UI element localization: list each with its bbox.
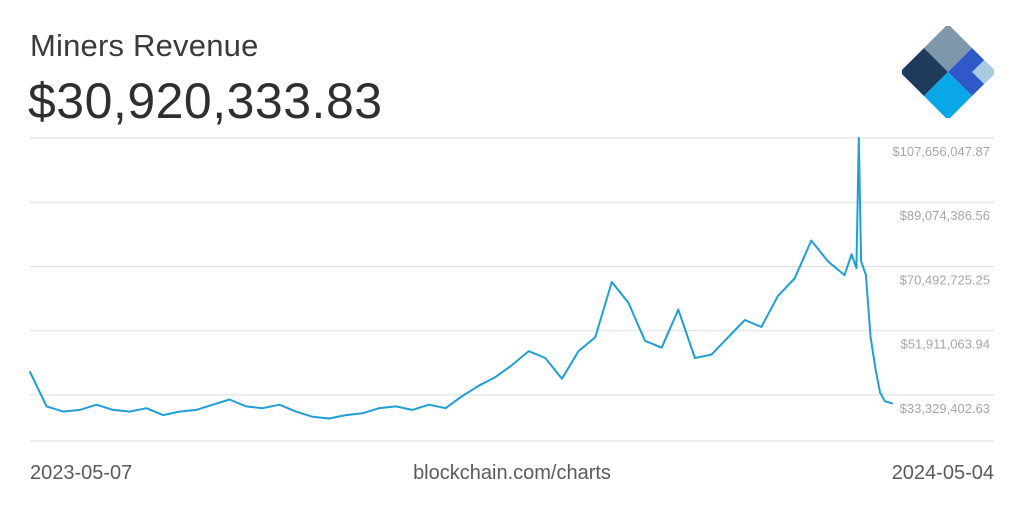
data-point [145, 407, 148, 409]
data-point [162, 414, 164, 416]
data-point [311, 416, 314, 418]
data-point [777, 295, 779, 297]
data-point [95, 403, 98, 406]
data-point [478, 384, 480, 387]
data-point [860, 260, 862, 263]
source-link[interactable]: blockchain.com/charts [413, 462, 611, 484]
data-point [195, 409, 198, 411]
data-point [627, 301, 630, 304]
data-point [793, 277, 796, 280]
data-point [178, 410, 181, 413]
data-point [857, 137, 860, 139]
data-point [394, 405, 397, 408]
data-point [378, 407, 380, 409]
current-value: $30,920,333.83 [28, 73, 383, 129]
data-point [810, 239, 813, 242]
data-point [644, 339, 646, 342]
y-tick-label: $89,074,386.56 [900, 208, 990, 223]
data-point [45, 405, 48, 408]
data-point [869, 336, 872, 339]
data-point [743, 319, 746, 321]
y-tick-label: $70,492,725.25 [900, 272, 990, 287]
data-point [850, 253, 853, 256]
y-tick-label: $33,329,402.63 [900, 401, 990, 416]
blockchain-logo-icon [902, 26, 994, 118]
data-point [128, 410, 131, 413]
data-point [694, 357, 696, 359]
data-point [577, 350, 580, 352]
data-point [610, 281, 613, 283]
data-point [544, 357, 547, 359]
data-point [727, 336, 729, 339]
data-point [594, 336, 596, 339]
logo-cell-top [923, 26, 973, 72]
grid-lines [30, 137, 994, 442]
data-point [660, 346, 663, 349]
data-point [884, 400, 886, 403]
data-point [62, 410, 65, 413]
data-point [444, 407, 447, 409]
logo-cell-bottom [923, 72, 973, 118]
data-point [212, 403, 214, 406]
data-point [112, 409, 114, 411]
data-point [228, 398, 231, 401]
data-point [29, 371, 31, 373]
data-point [411, 409, 414, 411]
data-point [345, 414, 347, 416]
data-point [295, 410, 297, 413]
data-point [874, 367, 877, 370]
y-tick-label: $51,911,063.94 [901, 337, 990, 352]
data-point [865, 274, 867, 276]
data-point [261, 407, 264, 409]
data-point [855, 267, 858, 269]
data-point [677, 308, 680, 311]
series-points [29, 137, 893, 420]
data-point [428, 403, 430, 406]
data-point [79, 409, 81, 411]
x-axis-end-label: 2024-05-04 [891, 462, 994, 484]
chart-title: Miners Revenue [30, 28, 259, 63]
x-axis-start-label: 2023-05-07 [30, 462, 133, 484]
data-point [527, 350, 530, 352]
data-point [710, 353, 713, 356]
data-point [245, 405, 247, 408]
data-point [461, 395, 463, 397]
y-axis-ticks: $33,329,402.63 $51,911,063.94 $70,492,725.… [892, 144, 990, 416]
data-point [891, 402, 893, 405]
data-point [511, 364, 513, 366]
data-point [361, 412, 364, 415]
data-point [561, 377, 563, 380]
data-point [760, 326, 763, 328]
data-point [328, 417, 331, 420]
y-tick-label: $107,656,047.87 [892, 144, 990, 159]
series-line-miners-revenue [29, 137, 893, 420]
data-point [879, 391, 881, 394]
data-point [827, 260, 829, 263]
data-point [278, 403, 281, 406]
data-point [494, 376, 497, 378]
data-point [843, 274, 846, 276]
